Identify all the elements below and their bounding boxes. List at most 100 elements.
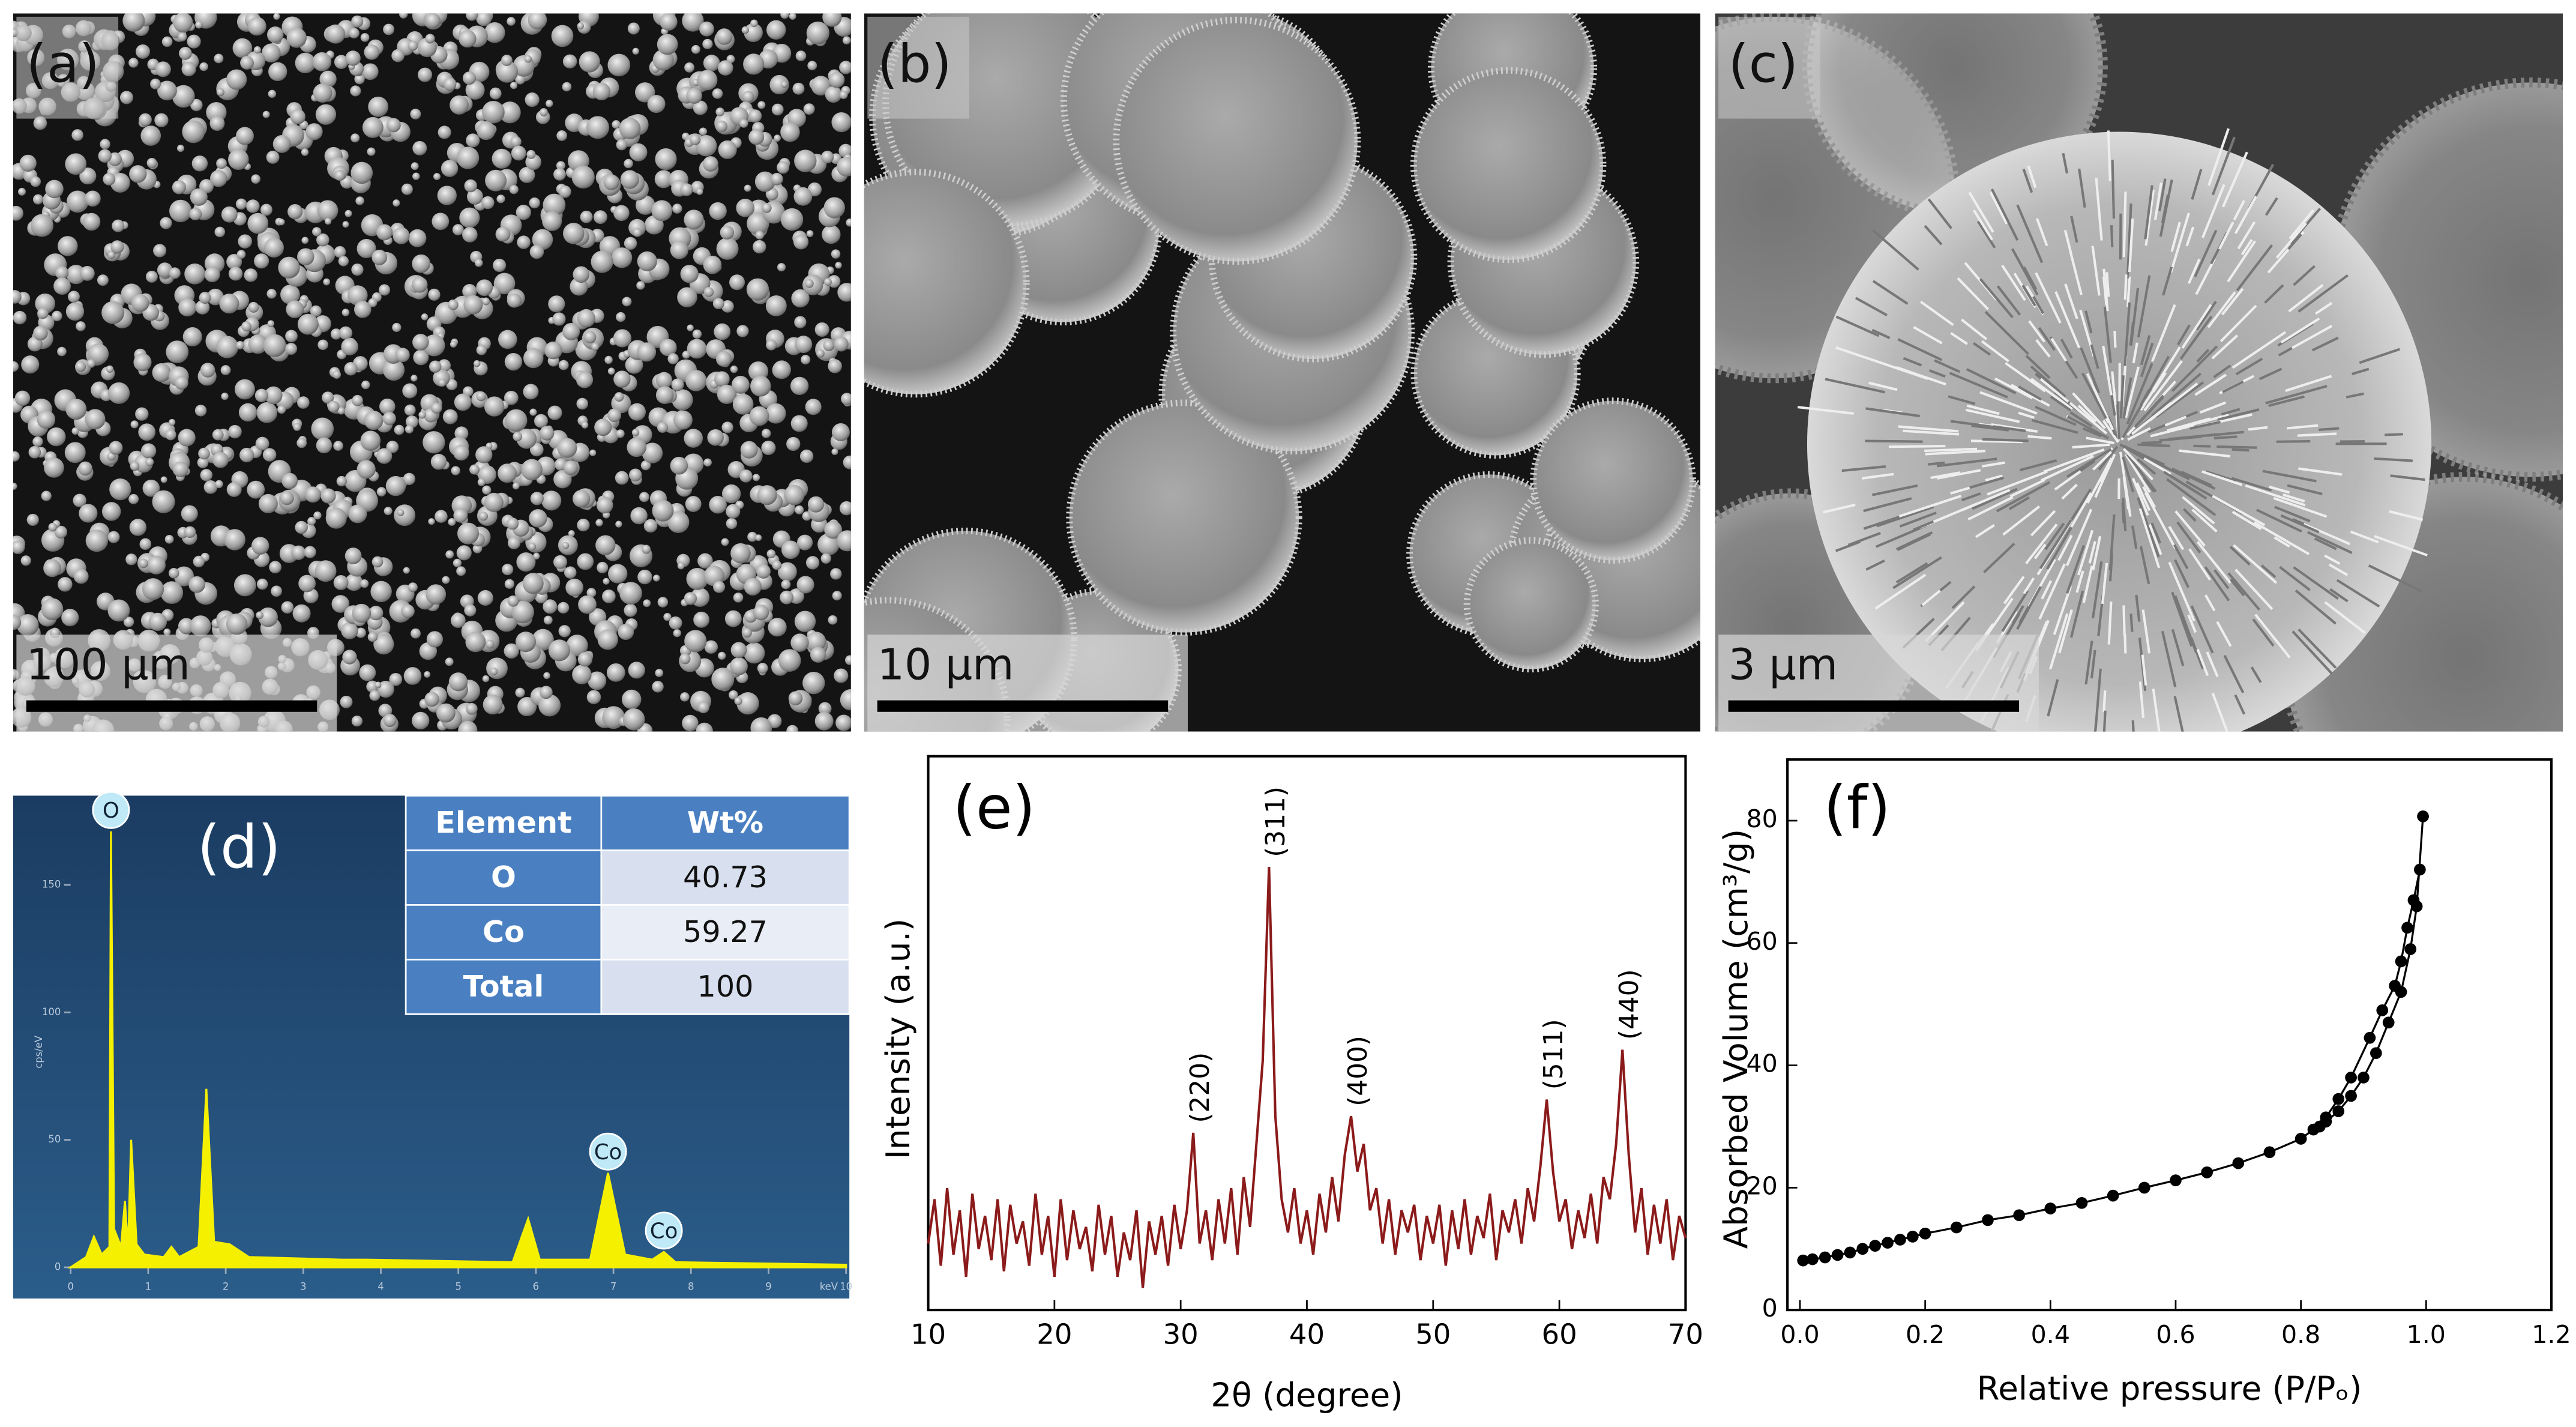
sem-particle bbox=[823, 340, 835, 351]
sem-spike bbox=[2167, 417, 2210, 432]
sem-particle bbox=[823, 197, 845, 219]
sem-particle bbox=[702, 156, 718, 172]
sem-particle bbox=[807, 61, 817, 71]
sem-particle bbox=[66, 190, 89, 213]
sem-particle bbox=[726, 517, 738, 529]
sem-spike bbox=[2122, 605, 2126, 636]
sem-particle bbox=[367, 632, 378, 642]
sem-spike bbox=[2303, 523, 2351, 546]
sem-particle bbox=[476, 345, 487, 355]
data-point bbox=[2044, 1202, 2057, 1214]
sem-spike bbox=[2374, 535, 2428, 557]
sem-spike bbox=[1898, 425, 1959, 433]
sem-spike bbox=[2279, 566, 2311, 591]
sem-spike bbox=[1876, 505, 1934, 528]
sem-particle bbox=[576, 371, 594, 388]
sem-particle bbox=[53, 277, 71, 295]
sem-particle bbox=[98, 149, 112, 163]
sem-particle bbox=[263, 238, 284, 258]
sem-particle bbox=[364, 44, 380, 60]
sem-particle bbox=[825, 86, 842, 103]
sem-spike bbox=[2084, 641, 2093, 685]
y-axis-label: cps/eV bbox=[33, 1035, 44, 1069]
data-point bbox=[1856, 1243, 1869, 1255]
sem-spike bbox=[2140, 343, 2154, 378]
sem-particle bbox=[777, 263, 786, 272]
sem-particle bbox=[334, 246, 346, 258]
sem-particle bbox=[76, 321, 86, 331]
sem-particle bbox=[368, 96, 389, 117]
sem-particle bbox=[618, 624, 634, 640]
sem-spike bbox=[2135, 594, 2141, 622]
sem-particle bbox=[139, 538, 152, 551]
sem-spike bbox=[1895, 366, 1946, 386]
sem-particle bbox=[629, 143, 648, 161]
sem-particle bbox=[238, 403, 257, 422]
sem-particle bbox=[153, 244, 167, 258]
sem-particle bbox=[248, 334, 268, 354]
sem-particle bbox=[467, 188, 483, 205]
sem-particle bbox=[445, 657, 454, 666]
sem-spike bbox=[1927, 198, 1952, 229]
sem-spike bbox=[2116, 401, 2120, 439]
sem-particle bbox=[379, 398, 396, 415]
sem-particle bbox=[71, 129, 83, 141]
sem-particle bbox=[677, 562, 685, 570]
sem-spike bbox=[2142, 477, 2155, 493]
sem-particle bbox=[547, 405, 562, 420]
sem-spike bbox=[2141, 441, 2162, 445]
sem-spike bbox=[2171, 591, 2193, 647]
x-tick-label: 70 bbox=[1668, 1318, 1703, 1350]
sem-spike bbox=[2233, 200, 2245, 221]
sem-particle bbox=[507, 536, 521, 550]
sem-particle bbox=[556, 130, 568, 141]
data-point bbox=[2376, 1004, 2389, 1016]
sem-spike bbox=[2211, 136, 2236, 196]
sem-spike bbox=[2095, 178, 2103, 241]
sem-particle bbox=[106, 365, 114, 373]
sem-particle bbox=[191, 155, 208, 172]
sem-particle bbox=[659, 339, 677, 357]
sem-particle bbox=[450, 95, 469, 115]
sem-particle bbox=[643, 519, 658, 533]
sem-particle bbox=[364, 411, 384, 430]
panel-label: (d) bbox=[197, 813, 280, 882]
sem-particle bbox=[351, 715, 363, 727]
sem-particle bbox=[607, 408, 621, 423]
sem-spike bbox=[2171, 629, 2185, 666]
sem-particle bbox=[822, 225, 841, 244]
sem-spike bbox=[2066, 415, 2109, 439]
data-point bbox=[2345, 1072, 2357, 1084]
sem-particle bbox=[313, 511, 322, 520]
sem-particle bbox=[828, 71, 845, 88]
sem-spike bbox=[1961, 492, 1981, 502]
sem-particle bbox=[781, 579, 791, 590]
sem-particle bbox=[13, 483, 17, 490]
data-point bbox=[2382, 1016, 2395, 1029]
data-point bbox=[2170, 1174, 2182, 1186]
sem-image bbox=[864, 13, 1701, 732]
sem-particle bbox=[155, 61, 171, 77]
sem-particle bbox=[818, 702, 832, 716]
x-axis-label: keV bbox=[820, 1281, 838, 1292]
sem-spike bbox=[1972, 487, 2018, 510]
sem-particle bbox=[524, 55, 532, 63]
sem-spike bbox=[2152, 346, 2181, 390]
sem-particle bbox=[611, 247, 633, 268]
sem-particle bbox=[591, 342, 600, 351]
sem-spike bbox=[2207, 128, 2230, 186]
sem-spike bbox=[2008, 496, 2030, 510]
data-point bbox=[1819, 1251, 1831, 1264]
sem-particle bbox=[359, 664, 376, 681]
sem-particle bbox=[13, 451, 20, 462]
sem-spike bbox=[1950, 486, 1970, 495]
sem-particle bbox=[344, 362, 358, 376]
sem-spike bbox=[1982, 438, 2029, 442]
sem-particle bbox=[278, 256, 300, 279]
sem-spike bbox=[2218, 222, 2234, 250]
table-text: 40.73 bbox=[683, 860, 768, 895]
sem-particle bbox=[721, 538, 729, 546]
sem-particle bbox=[687, 324, 694, 331]
sem-spike bbox=[2123, 448, 2154, 481]
sem-particle bbox=[203, 480, 218, 494]
